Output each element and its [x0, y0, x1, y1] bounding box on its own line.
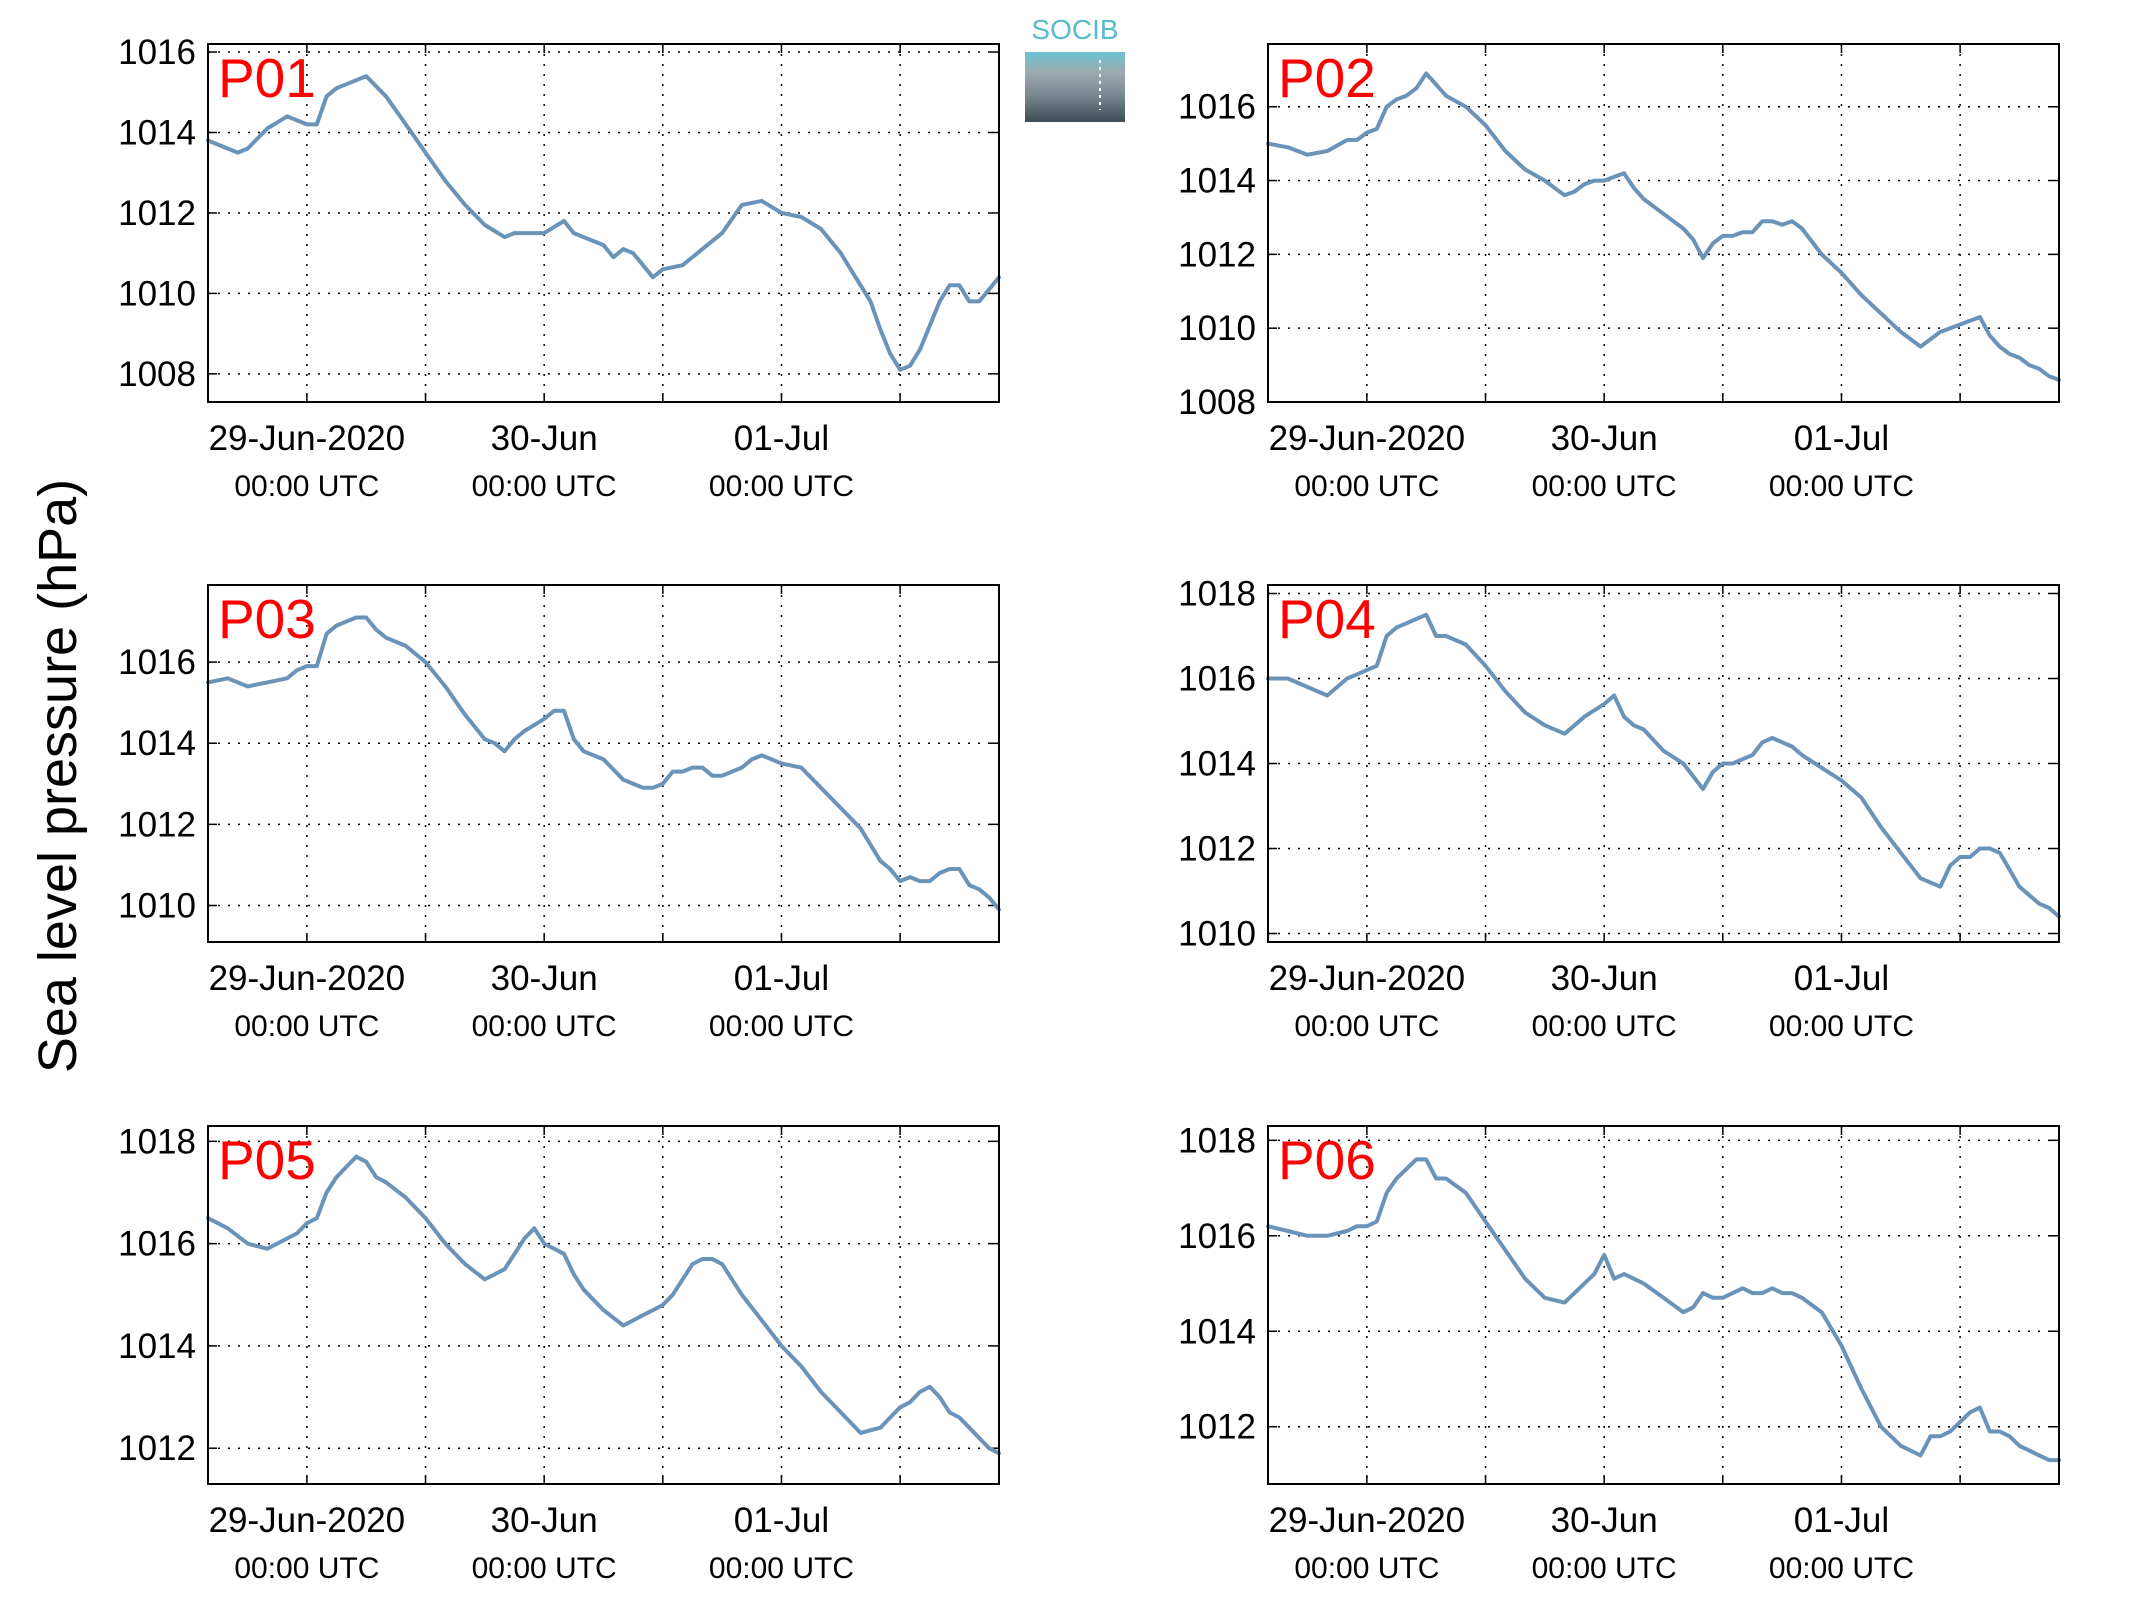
y-tick-label: 1016 — [1178, 1217, 1256, 1256]
x-tick-label: 01-Jul — [734, 1501, 829, 1540]
y-tick-label: 1016 — [1178, 88, 1256, 127]
plot-area — [1268, 1126, 2059, 1484]
series-line — [1266, 71, 2061, 382]
x-tick-sublabel: 00:00 UTC — [709, 1552, 854, 1585]
x-tick-label: 01-Jul — [1794, 1501, 1889, 1540]
x-tick-sublabel: 00:00 UTC — [234, 470, 379, 503]
y-tick-label: 1010 — [118, 886, 196, 925]
x-tick-label: 29-Jun-2020 — [209, 419, 406, 458]
socib-logo: SOCIB — [1025, 14, 1125, 122]
chart-panel-p06: 1012 1014 1016 1018 29-Jun-2020 00:00 UTC 30-J… — [1178, 1121, 2061, 1585]
x-tick-sublabel: 00:00 UTC — [234, 1010, 379, 1043]
axes-frame — [1267, 43, 2060, 403]
series-line — [206, 615, 1001, 912]
y-tick-label: 1018 — [1178, 575, 1256, 614]
x-tick-label: 30-Jun — [491, 1501, 598, 1540]
x-tick-label: 01-Jul — [734, 959, 829, 998]
station-label: P04 — [1278, 588, 1376, 650]
y-tick-label: 1014 — [1178, 1312, 1256, 1351]
station-label: P05 — [218, 1129, 316, 1191]
y-tick-label: 1014 — [118, 724, 196, 763]
x-tick-sublabel: 00:00 UTC — [472, 1552, 617, 1585]
x-tick-sublabel: 00:00 UTC — [1294, 1552, 1439, 1585]
y-tick-label: 1012 — [1178, 235, 1256, 274]
x-tick-sublabel: 00:00 UTC — [1532, 470, 1677, 503]
y-tick-label: 1016 — [118, 643, 196, 682]
x-tick-sublabel: 00:00 UTC — [709, 1010, 854, 1043]
x-tick-label: 30-Jun — [491, 419, 598, 458]
x-tick-label: 01-Jul — [734, 419, 829, 458]
axes-frame — [207, 584, 1000, 943]
x-tick-label: 29-Jun-2020 — [1269, 1501, 1466, 1540]
x-tick-label: 29-Jun-2020 — [209, 959, 406, 998]
logo-stripe — [1099, 60, 1101, 110]
plot-area — [1268, 44, 2059, 402]
y-tick-label: 1018 — [118, 1122, 196, 1161]
chart-panel-p03: 1010 1012 1014 1016 29-Jun-2020 00:00 UTC 30-J… — [118, 584, 1001, 1043]
x-tick-label: 30-Jun — [491, 959, 598, 998]
y-tick-label: 1012 — [118, 805, 196, 844]
x-tick-sublabel: 00:00 UTC — [709, 470, 854, 503]
x-tick-label: 29-Jun-2020 — [1269, 419, 1466, 458]
y-tick-label: 1014 — [118, 113, 196, 152]
x-tick-label: 30-Jun — [1551, 959, 1658, 998]
x-tick-sublabel: 00:00 UTC — [234, 1552, 379, 1585]
logo-gradient-block — [1025, 52, 1125, 122]
y-tick-label: 1010 — [118, 274, 196, 313]
axes-frame — [207, 1125, 1000, 1485]
series-line — [1266, 1157, 2061, 1463]
y-tick-label: 1014 — [118, 1327, 196, 1366]
station-label: P03 — [218, 588, 316, 650]
x-tick-sublabel: 00:00 UTC — [1294, 470, 1439, 503]
plot-area — [208, 585, 999, 942]
x-tick-label: 30-Jun — [1551, 1501, 1658, 1540]
x-tick-sublabel: 00:00 UTC — [1532, 1552, 1677, 1585]
x-tick-sublabel: 00:00 UTC — [1294, 1010, 1439, 1043]
x-tick-label: 29-Jun-2020 — [1269, 959, 1466, 998]
logo-text: SOCIB — [1031, 14, 1119, 45]
y-tick-label: 1016 — [118, 33, 196, 72]
x-tick-sublabel: 00:00 UTC — [1769, 470, 1914, 503]
chart-panel-p01: 1008 1010 1012 1014 1016 29-Jun-2020 00:00 UTC… — [118, 33, 1001, 503]
station-label: P02 — [1278, 47, 1376, 109]
y-tick-label: 1012 — [1178, 830, 1256, 869]
chart-panel-p02: 1008 1010 1012 1014 1016 29-Jun-2020 00:00 UTC… — [1178, 43, 2061, 503]
x-tick-label: 30-Jun — [1551, 419, 1658, 458]
y-tick-label: 1012 — [1178, 1408, 1256, 1447]
axes-frame — [207, 43, 1000, 403]
x-tick-sublabel: 00:00 UTC — [1532, 1010, 1677, 1043]
y-tick-label: 1018 — [1178, 1121, 1256, 1160]
y-tick-label: 1012 — [118, 194, 196, 233]
station-label: P01 — [218, 47, 316, 109]
axes-frame — [1267, 1125, 2060, 1485]
y-tick-label: 1008 — [1178, 383, 1256, 422]
x-tick-sublabel: 00:00 UTC — [1769, 1552, 1914, 1585]
y-axis-label: Sea level pressure (hPa) — [28, 478, 88, 1074]
y-tick-label: 1016 — [118, 1225, 196, 1264]
x-tick-label: 29-Jun-2020 — [209, 1501, 406, 1540]
x-tick-sublabel: 00:00 UTC — [472, 470, 617, 503]
x-tick-sublabel: 00:00 UTC — [472, 1010, 617, 1043]
plot-area — [208, 1126, 999, 1484]
y-tick-label: 1008 — [118, 355, 196, 394]
x-tick-label: 01-Jul — [1794, 419, 1889, 458]
x-tick-label: 01-Jul — [1794, 959, 1889, 998]
y-tick-label: 1014 — [1178, 162, 1256, 201]
y-tick-label: 1014 — [1178, 745, 1256, 784]
axes-frame — [1267, 584, 2060, 943]
y-tick-label: 1016 — [1178, 660, 1256, 699]
x-tick-sublabel: 00:00 UTC — [1769, 1010, 1914, 1043]
y-tick-label: 1012 — [118, 1429, 196, 1468]
chart-panel-p05: 1012 1014 1016 1018 29-Jun-2020 00:00 UTC 30-J… — [118, 1122, 1001, 1585]
y-tick-label: 1010 — [1178, 309, 1256, 348]
y-tick-label: 1010 — [1178, 915, 1256, 954]
series-line — [1266, 612, 2061, 919]
series-line — [206, 74, 1001, 372]
plot-area — [208, 44, 999, 402]
series-line — [206, 1154, 1001, 1456]
station-label: P06 — [1278, 1129, 1376, 1191]
chart-panel-p04: 1010 1012 1014 1016 1018 29-Jun-2020 00:00 UTC… — [1178, 575, 2061, 1043]
